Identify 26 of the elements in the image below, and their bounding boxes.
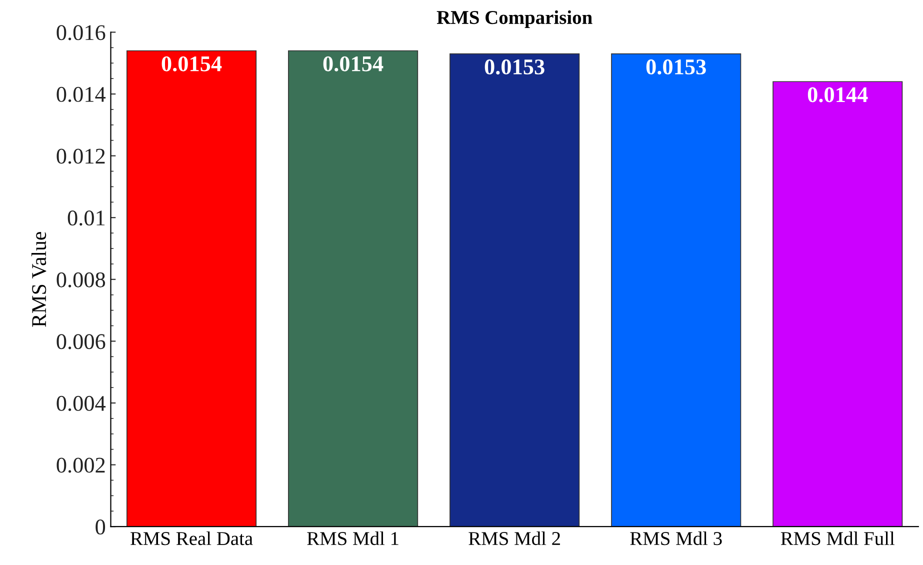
y-tick-label: 0.014 — [56, 86, 106, 102]
x-tick-label: RMS Real Data — [130, 531, 253, 546]
x-tick-label: RMS Mdl 3 — [630, 531, 722, 546]
x-tick-label: RMS Mdl 1 — [307, 531, 398, 546]
y-tick-label: 0.002 — [56, 458, 105, 473]
bar — [772, 81, 903, 527]
y-axis-title: RMS Value — [31, 232, 46, 327]
x-tick-label: RMS Mdl 2 — [468, 531, 560, 546]
data-label: 0.0153 — [646, 59, 706, 75]
y-tick-label: 0.004 — [56, 396, 106, 412]
y-tick-label: 0.012 — [56, 148, 105, 164]
data-label: 0.0154 — [323, 56, 384, 72]
y-tick-label: 0 — [96, 520, 106, 535]
data-label: 0.0154 — [162, 56, 222, 72]
y-tick-label: 0.008 — [56, 272, 106, 288]
bar — [611, 53, 742, 527]
y-tick-label: 0.006 — [56, 334, 106, 350]
chart-title: RMS Comparision — [436, 10, 592, 28]
bar — [126, 50, 257, 527]
y-tick-label: 0.01 — [68, 210, 105, 226]
y-tick-label: 0.016 — [56, 25, 106, 40]
data-label: 0.0153 — [484, 59, 544, 75]
x-tick-label: RMS Mdl Full — [780, 531, 895, 546]
bar — [288, 50, 418, 527]
data-label: 0.0144 — [808, 87, 868, 102]
bar — [450, 53, 580, 527]
